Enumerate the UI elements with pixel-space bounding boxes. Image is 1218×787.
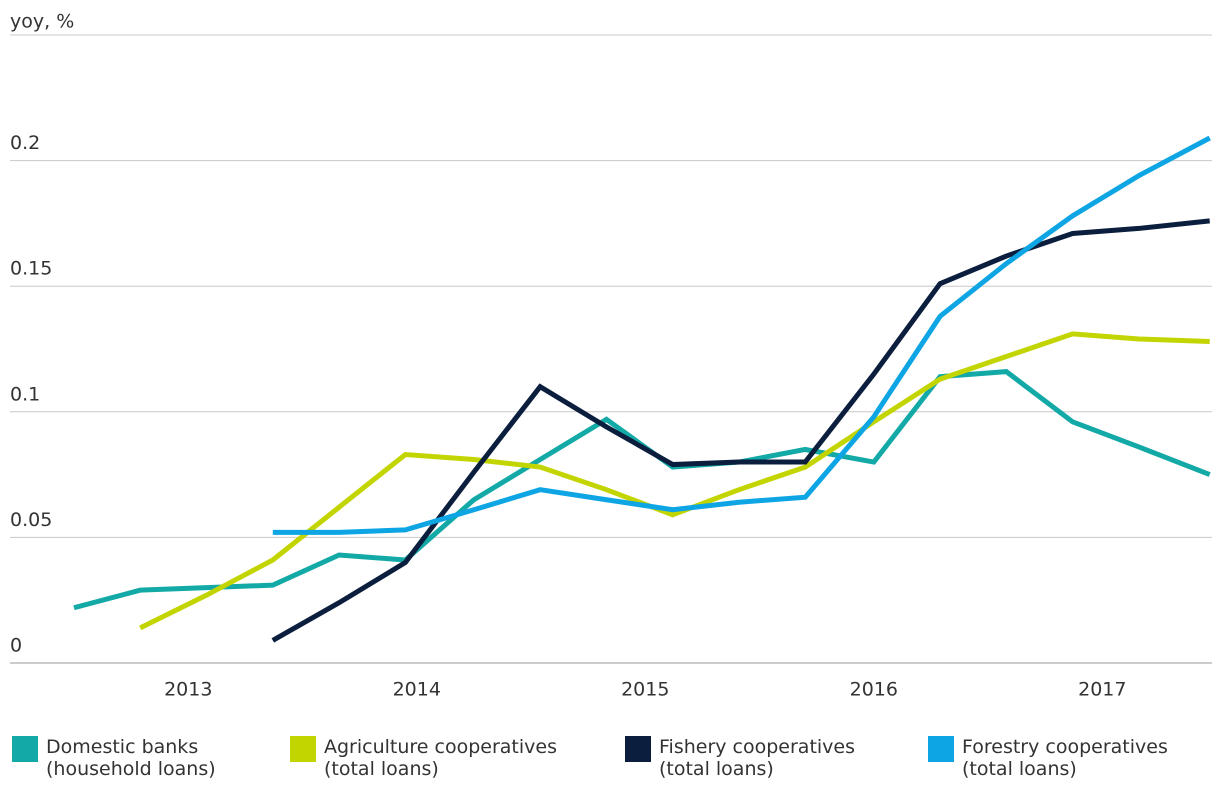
x-tick-label: 2017 xyxy=(1078,679,1126,701)
series-line xyxy=(139,331,1210,631)
legend-swatch xyxy=(928,736,954,762)
y-tick-label: 0 xyxy=(10,635,22,657)
legend-label: Forestry cooperatives (total loans) xyxy=(962,736,1168,780)
legend-label: Fishery cooperatives (total loans) xyxy=(659,736,856,780)
y-tick-label: 0.05 xyxy=(10,509,52,531)
y-tick-label: 0.2 xyxy=(10,132,40,154)
y-axis-label: yoy, % xyxy=(10,11,74,33)
legend-item: Fishery cooperatives (total loans) xyxy=(625,736,855,780)
legend-item: Forestry cooperatives (total loans) xyxy=(928,736,1168,780)
y-tick-label: 0.1 xyxy=(10,383,40,405)
legend-label: Domestic banks (household loans) xyxy=(46,736,216,780)
legend-swatch xyxy=(290,736,316,762)
legend-label: Agriculture cooperatives (total loans) xyxy=(324,736,557,780)
chart: yoy, % 0 0.05 0.1 0.15 0.2 2013 2014 2015 2016 20… xyxy=(10,11,1212,701)
legend-swatch xyxy=(12,736,38,762)
x-tick-label: 2013 xyxy=(164,679,212,701)
legend-item: Agriculture cooperatives (total loans) xyxy=(290,736,557,780)
legend-swatch xyxy=(625,736,651,762)
x-tick-label: 2014 xyxy=(393,679,441,701)
series-line xyxy=(272,135,1211,535)
x-tick-label: 2015 xyxy=(621,679,669,701)
legend-item: Domestic banks (household loans) xyxy=(12,736,216,780)
series-line xyxy=(271,218,1210,643)
y-tick-label: 0.15 xyxy=(10,258,52,280)
x-tick-label: 2016 xyxy=(850,679,898,701)
